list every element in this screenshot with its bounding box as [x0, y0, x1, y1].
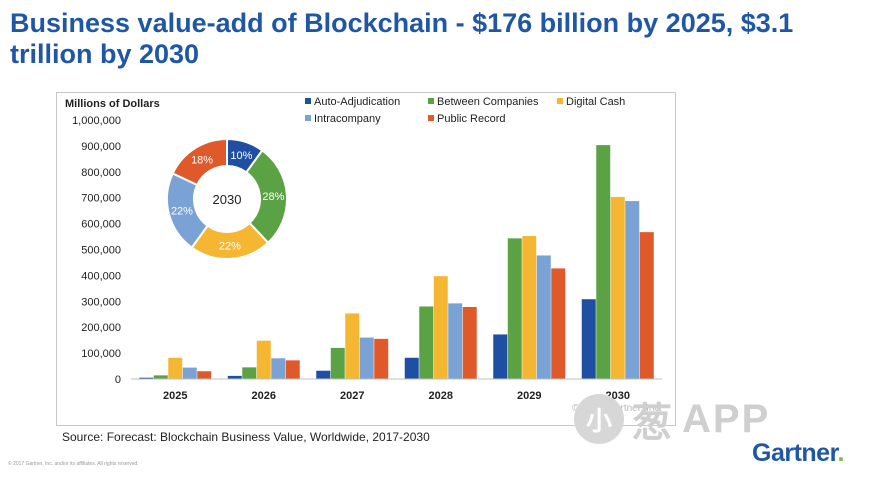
bar	[359, 337, 374, 379]
legend-label: Public Record	[437, 113, 505, 125]
y-tick-label: 700,000	[81, 193, 121, 205]
y-tick-label: 600,000	[81, 219, 121, 231]
bar	[330, 347, 345, 379]
bar	[316, 370, 331, 379]
legend-label: Digital Cash	[566, 96, 625, 108]
bar	[404, 357, 419, 379]
y-tick-label: 1,000,000	[72, 115, 121, 127]
bar	[536, 255, 551, 379]
source-note: Source: Forecast: Blockchain Business Va…	[62, 430, 430, 444]
y-tick-label: 800,000	[81, 167, 121, 179]
legend-swatch	[428, 98, 434, 104]
legend-label: Between Companies	[437, 96, 539, 108]
bar	[551, 268, 566, 379]
bar	[139, 377, 154, 379]
bar	[197, 371, 212, 379]
x-tick-label: 2025	[163, 390, 187, 402]
copyright-note: © 2017 Gartner, Inc. and/or its affiliat…	[8, 461, 139, 467]
legend-swatch	[557, 98, 563, 104]
bar	[433, 276, 448, 379]
legend-swatch	[305, 115, 311, 121]
bar	[493, 334, 508, 379]
pie-slice-label: 22%	[219, 240, 241, 252]
legend-label: Auto-Adjudication	[314, 96, 400, 108]
pie-slice-label: 18%	[191, 155, 213, 167]
legend-swatch	[428, 115, 434, 121]
bar	[168, 357, 183, 379]
bar	[596, 145, 611, 379]
y-axis-title: Millions of Dollars	[65, 98, 160, 110]
pie-slice-label: 28%	[262, 191, 284, 203]
x-tick-label: 2028	[429, 390, 453, 402]
pie-center-label: 2030	[213, 192, 242, 207]
pie-slice-label: 22%	[171, 206, 193, 218]
bar	[522, 236, 537, 379]
bar	[507, 238, 522, 379]
bar	[256, 340, 271, 379]
bar	[227, 375, 242, 379]
y-tick-label: 900,000	[81, 141, 121, 153]
bar	[182, 367, 197, 379]
x-tick-label: 2029	[517, 390, 541, 402]
bar	[271, 358, 286, 379]
bar	[448, 303, 463, 379]
brand-name: Gartner	[752, 439, 838, 467]
bar	[285, 360, 300, 379]
y-tick-label: 0	[115, 374, 121, 386]
chart-frame: 0 100,000 200,000 300,000 400,000 500,000 600,…	[56, 92, 676, 426]
app-watermark: 小 葱 APP	[574, 393, 844, 445]
bar	[581, 299, 596, 379]
bar	[419, 306, 434, 379]
app-watermark-badge: 小	[574, 394, 624, 444]
pie-slice	[171, 137, 228, 187]
legend-label: Intracompany	[314, 113, 381, 125]
legend-swatch	[305, 98, 311, 104]
brand-dot: .	[837, 439, 844, 467]
y-tick-label: 500,000	[81, 245, 121, 257]
bar	[345, 313, 360, 379]
y-tick-label: 200,000	[81, 322, 121, 334]
pie-slice-label: 10%	[230, 150, 252, 162]
x-tick-label: 2026	[252, 390, 276, 402]
bar	[639, 232, 654, 379]
y-tick-label: 100,000	[81, 348, 121, 360]
y-tick-label: 300,000	[81, 296, 121, 308]
x-tick-label: 2027	[340, 390, 364, 402]
bar	[610, 196, 625, 379]
brand-logo: Gartner.	[752, 439, 844, 468]
y-tick-label: 400,000	[81, 270, 121, 282]
app-watermark-text: APP	[682, 396, 771, 441]
app-watermark-cjk: 葱	[632, 401, 674, 445]
bar	[374, 338, 389, 379]
slide-title: Business value-add of Blockchain - $176 …	[10, 8, 794, 69]
bar	[153, 375, 168, 379]
bar	[462, 306, 477, 379]
bar	[625, 201, 640, 379]
blockchain-value-chart: 0 100,000 200,000 300,000 400,000 500,000 600,…	[65, 96, 662, 402]
bar	[242, 367, 257, 379]
